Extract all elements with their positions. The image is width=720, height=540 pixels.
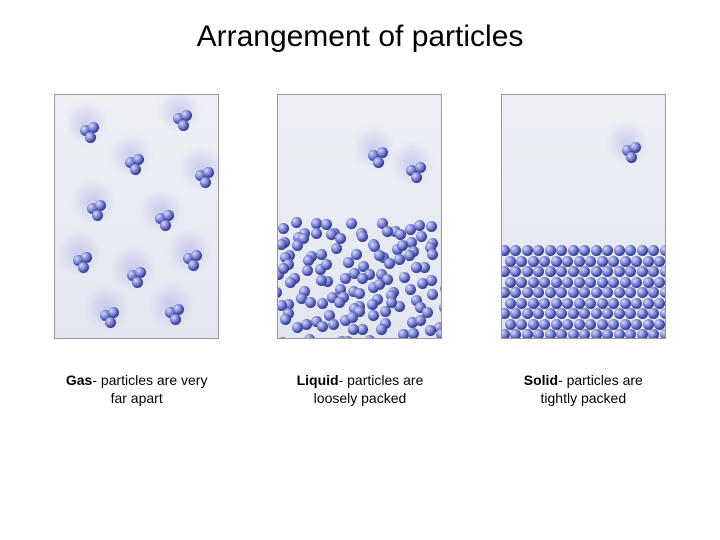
- solid-group: Solid- particles are tightly packed: [483, 94, 683, 407]
- liquid-caption: Liquid- particles are loosely packed: [285, 371, 435, 407]
- gas-panel: [54, 94, 219, 339]
- solid-caption-bold: Solid: [524, 372, 558, 388]
- solid-caption: Solid- particles are tightly packed: [508, 371, 658, 407]
- panels-row: Gas- particles are very far apart Liquid…: [0, 94, 720, 407]
- gas-caption-rest: - particles are very far apart: [92, 372, 207, 406]
- gas-caption: Gas- particles are very far apart: [62, 371, 212, 407]
- page-title: Arrangement of particles: [0, 0, 720, 54]
- liquid-group: Liquid- particles are loosely packed: [260, 94, 460, 407]
- gas-group: Gas- particles are very far apart: [37, 94, 237, 407]
- liquid-panel: [277, 94, 442, 339]
- gas-caption-bold: Gas: [66, 372, 92, 388]
- solid-panel: [501, 94, 666, 339]
- liquid-caption-bold: Liquid: [297, 372, 339, 388]
